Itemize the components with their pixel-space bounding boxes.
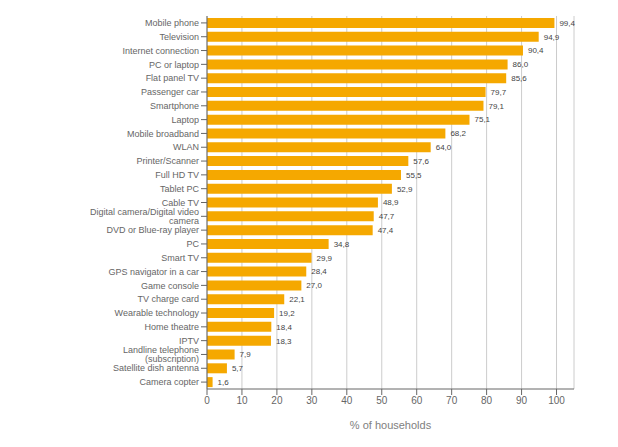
svg-text:Laptop: Laptop: [171, 115, 199, 125]
svg-text:GPS navigator in a car: GPS navigator in a car: [108, 267, 199, 277]
svg-text:75,1: 75,1: [474, 115, 490, 124]
svg-text:52,9: 52,9: [397, 185, 413, 194]
svg-text:79,1: 79,1: [488, 102, 504, 111]
svg-text:Passenger car: Passenger car: [141, 87, 199, 97]
svg-text:Tablet PC: Tablet PC: [160, 184, 200, 194]
svg-text:80: 80: [481, 395, 493, 406]
svg-text:% of households: % of households: [350, 419, 432, 431]
svg-text:50: 50: [376, 395, 388, 406]
svg-text:PC: PC: [186, 239, 199, 249]
svg-text:94,9: 94,9: [544, 33, 560, 42]
svg-text:Digital camera/Digital videoca: Digital camera/Digital videocamera: [90, 207, 199, 226]
svg-text:20: 20: [271, 395, 283, 406]
svg-text:29,9: 29,9: [317, 254, 333, 263]
svg-text:86,0: 86,0: [513, 60, 529, 69]
svg-text:34,8: 34,8: [334, 240, 350, 249]
svg-text:Full HD TV: Full HD TV: [155, 170, 199, 180]
svg-text:18,3: 18,3: [276, 337, 292, 346]
svg-text:IPTV: IPTV: [179, 336, 199, 346]
svg-text:Landline telephone(subscriptio: Landline telephone(subscription): [123, 345, 199, 364]
svg-text:5,7: 5,7: [232, 364, 244, 373]
svg-text:Home theatre: Home theatre: [144, 322, 199, 332]
svg-text:68,2: 68,2: [450, 129, 466, 138]
svg-text:99,4: 99,4: [559, 19, 575, 28]
svg-text:85,6: 85,6: [511, 74, 527, 83]
svg-text:90: 90: [516, 395, 528, 406]
svg-text:Television: Television: [159, 32, 199, 42]
svg-text:57,6: 57,6: [413, 157, 429, 166]
svg-text:TV charge card: TV charge card: [137, 294, 199, 304]
svg-text:Game console: Game console: [141, 281, 199, 291]
svg-text:70: 70: [446, 395, 458, 406]
svg-text:1,6: 1,6: [218, 378, 230, 387]
svg-text:64,0: 64,0: [436, 143, 452, 152]
svg-text:27,0: 27,0: [306, 281, 322, 290]
svg-text:22,1: 22,1: [289, 295, 305, 304]
svg-text:30: 30: [306, 395, 318, 406]
svg-text:DVD or Blue-ray player: DVD or Blue-ray player: [106, 225, 199, 235]
svg-text:Satellite dish antenna: Satellite dish antenna: [113, 363, 199, 373]
svg-text:Smart TV: Smart TV: [161, 253, 199, 263]
svg-text:Mobile broadband: Mobile broadband: [127, 129, 199, 139]
svg-text:PC or laptop: PC or laptop: [149, 60, 199, 70]
svg-text:48,9: 48,9: [383, 198, 399, 207]
svg-text:0: 0: [204, 395, 210, 406]
svg-text:Printer/Scanner: Printer/Scanner: [136, 156, 199, 166]
svg-text:Flat panel TV: Flat panel TV: [146, 73, 199, 83]
svg-text:47,4: 47,4: [378, 226, 394, 235]
svg-text:Camera copter: Camera copter: [139, 377, 199, 387]
svg-text:28,4: 28,4: [311, 267, 327, 276]
svg-text:55,5: 55,5: [406, 171, 422, 180]
svg-text:100: 100: [548, 395, 565, 406]
svg-text:Smartphone: Smartphone: [150, 101, 199, 111]
svg-text:79,7: 79,7: [491, 88, 507, 97]
svg-text:90,4: 90,4: [528, 46, 544, 55]
svg-text:Cable TV: Cable TV: [162, 198, 199, 208]
svg-text:Wearable technology: Wearable technology: [115, 308, 200, 318]
svg-text:47,7: 47,7: [379, 212, 395, 221]
svg-text:Internet connection: Internet connection: [122, 46, 199, 56]
svg-text:19,2: 19,2: [279, 309, 295, 318]
svg-text:10: 10: [236, 395, 248, 406]
svg-text:7,9: 7,9: [240, 350, 252, 359]
svg-text:WLAN: WLAN: [173, 142, 199, 152]
svg-text:60: 60: [411, 395, 423, 406]
svg-text:Mobile phone: Mobile phone: [145, 18, 199, 28]
svg-text:18,4: 18,4: [276, 323, 292, 332]
svg-text:40: 40: [341, 395, 353, 406]
